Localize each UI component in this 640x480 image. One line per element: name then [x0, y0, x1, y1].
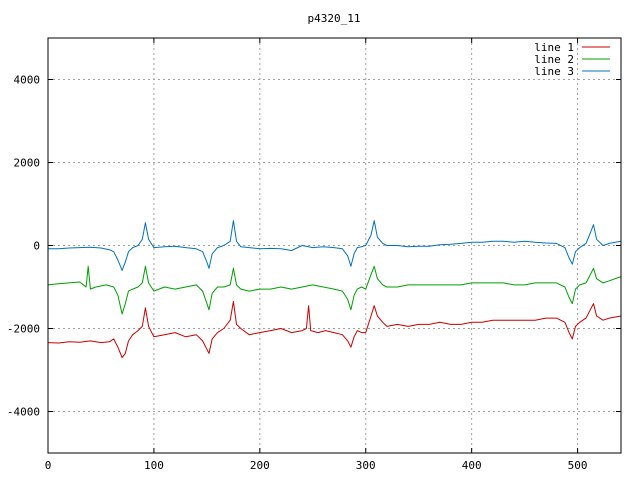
axis-ticks: 0 100 200 300 400 500 -4000 -2000 0 2000 4000 [7, 38, 621, 472]
legend-label-3: line 3 [534, 65, 574, 78]
series-line-2 [47, 265, 622, 315]
x-tick-label: 300 [356, 459, 376, 472]
series-line-1 [47, 301, 622, 359]
y-tick-label: 0 [33, 240, 40, 253]
legend-label-1: line 1 [534, 41, 574, 54]
series-group [47, 220, 622, 359]
x-tick-label: 400 [462, 459, 482, 472]
x-tick-label: 0 [45, 459, 52, 472]
y-tick-label: 2000 [14, 157, 41, 170]
x-tick-label: 200 [250, 459, 270, 472]
x-tick-label: 500 [568, 459, 588, 472]
x-tick-label: 100 [144, 459, 164, 472]
legend-label-2: line 2 [534, 53, 574, 66]
y-tick-label: -4000 [7, 406, 40, 419]
chart-title: p4320_11 [308, 12, 361, 25]
grid-lines [48, 38, 621, 453]
y-tick-label: -2000 [7, 323, 40, 336]
series-line-3 [48, 220, 622, 271]
y-tick-label: 4000 [14, 74, 41, 87]
